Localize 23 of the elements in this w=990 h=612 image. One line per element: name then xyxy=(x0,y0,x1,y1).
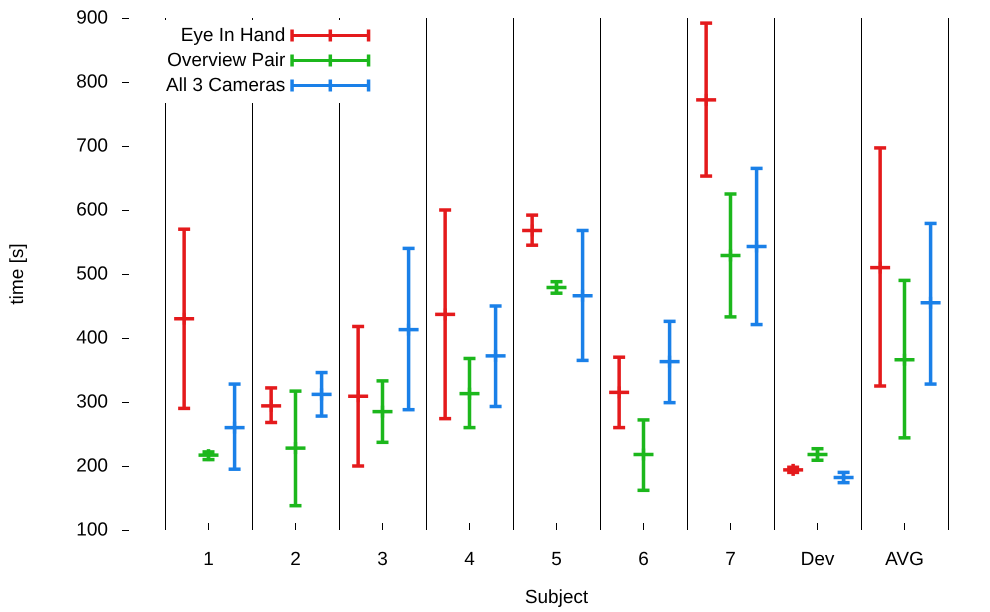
y-tick-label: 500 xyxy=(76,264,108,284)
legend-label: All 3 Cameras xyxy=(166,75,286,96)
x-axis-title: Subject xyxy=(524,587,589,608)
x-tick-label: 6 xyxy=(638,549,649,570)
y-tick-label: 100 xyxy=(76,520,108,540)
y-axis-title: time [s] xyxy=(7,243,28,305)
legend-label: Eye In Hand xyxy=(180,25,286,46)
x-tick-label: 4 xyxy=(464,549,476,570)
x-tick-label: 1 xyxy=(203,549,214,570)
y-tick-label: 400 xyxy=(76,328,108,348)
y-tick-label: 900 xyxy=(76,8,108,28)
x-tick-label: Dev xyxy=(800,549,835,570)
y-tick-label: 300 xyxy=(76,392,108,412)
x-tick-label: AVG xyxy=(885,549,924,570)
y-tick-label: 800 xyxy=(76,72,108,92)
y-tick-label: 200 xyxy=(76,456,108,476)
y-tick-label: 700 xyxy=(76,136,108,156)
y-tick-label: 600 xyxy=(76,200,108,220)
x-tick-label: 3 xyxy=(377,549,388,570)
legend-label: Overview Pair xyxy=(167,50,286,71)
x-tick-label: 5 xyxy=(551,549,562,570)
x-tick-label: 2 xyxy=(290,549,301,570)
x-tick-label: 7 xyxy=(725,549,736,570)
